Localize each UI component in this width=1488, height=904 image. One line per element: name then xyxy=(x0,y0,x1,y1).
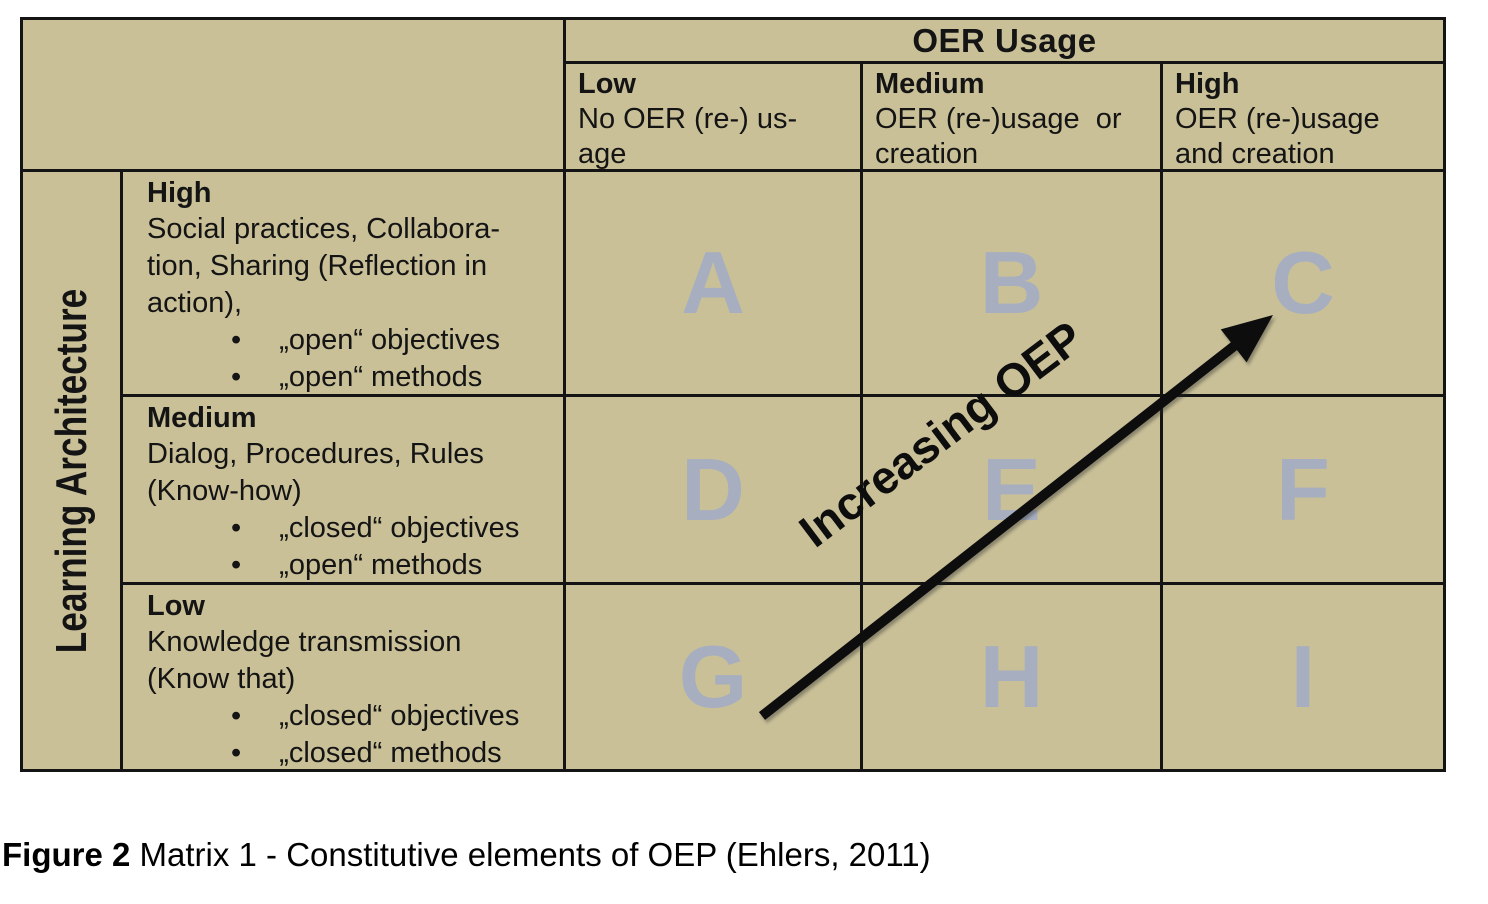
bullet-label: „closed“ objectives xyxy=(279,512,520,544)
row-header-desc: Dialog, Procedures, Rules (Know-how) xyxy=(147,438,484,507)
row-header-desc: Social practices, Collabora- tion, Shari… xyxy=(147,213,500,319)
bullet-item: • „open“ methods xyxy=(147,547,555,582)
bullet-label: „closed“ methods xyxy=(279,737,502,769)
row-header-title: Low xyxy=(147,590,205,622)
bullet-icon: • xyxy=(231,737,242,769)
row-header-high: High Social practices, Collabora- tion, … xyxy=(123,172,563,394)
matrix-cell-b: B xyxy=(863,172,1160,394)
column-header-title: Medium xyxy=(875,68,985,100)
matrix-cell-f: F xyxy=(1163,397,1443,582)
matrix-cell-h: H xyxy=(863,585,1160,769)
bullet-icon: • xyxy=(231,549,242,581)
bullet-icon: • xyxy=(231,700,242,732)
bullet-label: „open“ methods xyxy=(279,361,483,393)
figure-caption-number: Figure 2 xyxy=(2,836,131,873)
bullet-item: • „closed“ methods xyxy=(147,735,555,769)
bullet-icon: • xyxy=(231,324,242,356)
matrix-cell-d: D xyxy=(566,397,860,582)
column-header-desc: OER (re-)usage and creation xyxy=(1175,103,1380,169)
bullet-item: • „closed“ objectives xyxy=(147,698,555,735)
bullet-label: „open“ methods xyxy=(279,549,483,581)
column-header-desc: No OER (re-) us- age xyxy=(578,103,798,169)
oep-matrix-table: OER Usage Low No OER (re-) us- age Mediu… xyxy=(20,17,1446,772)
bullet-item: • „closed“ objectives xyxy=(147,510,555,547)
bullet-item: • „open“ objectives xyxy=(147,322,555,359)
matrix-cell-a: A xyxy=(566,172,860,394)
bullet-icon: • xyxy=(231,361,242,393)
bullet-item: • „open“ methods xyxy=(147,359,555,394)
column-header-medium: Medium OER (re-)usage or creation xyxy=(863,64,1160,169)
bullet-icon: • xyxy=(231,512,242,544)
matrix-cell-e: E xyxy=(863,397,1160,582)
matrix-cell-c: C xyxy=(1163,172,1443,394)
bullet-label: „closed“ objectives xyxy=(279,700,520,732)
figure-caption-text: Matrix 1 - Constitutive elements of OEP … xyxy=(130,836,931,873)
figure-caption: Figure 2 Matrix 1 - Constitutive element… xyxy=(2,836,931,874)
row-header-title: Medium xyxy=(147,402,257,434)
row-header-medium: Medium Dialog, Procedures, Rules (Know-h… xyxy=(123,397,563,582)
column-header-title: High xyxy=(1175,68,1240,100)
row-header-low: Low Knowledge transmission (Know that) •… xyxy=(123,585,563,769)
column-header-title: Low xyxy=(578,68,636,100)
row-header-title: High xyxy=(147,177,212,209)
column-header-high: High OER (re-)usage and creation xyxy=(1163,64,1443,169)
blank-corner-cell xyxy=(23,20,563,169)
column-axis-header: OER Usage xyxy=(566,20,1443,61)
matrix-cell-g: G xyxy=(566,585,860,769)
row-axis-label: Learning Architecture xyxy=(46,288,96,653)
column-header-low: Low No OER (re-) us- age xyxy=(566,64,860,169)
bullet-label: „open“ objectives xyxy=(279,324,500,356)
matrix-cell-i: I xyxy=(1163,585,1443,769)
row-axis-header: Learning Architecture xyxy=(23,172,120,769)
row-header-desc: Knowledge transmission (Know that) xyxy=(147,626,462,695)
column-header-desc: OER (re-)usage or creation xyxy=(875,103,1122,169)
